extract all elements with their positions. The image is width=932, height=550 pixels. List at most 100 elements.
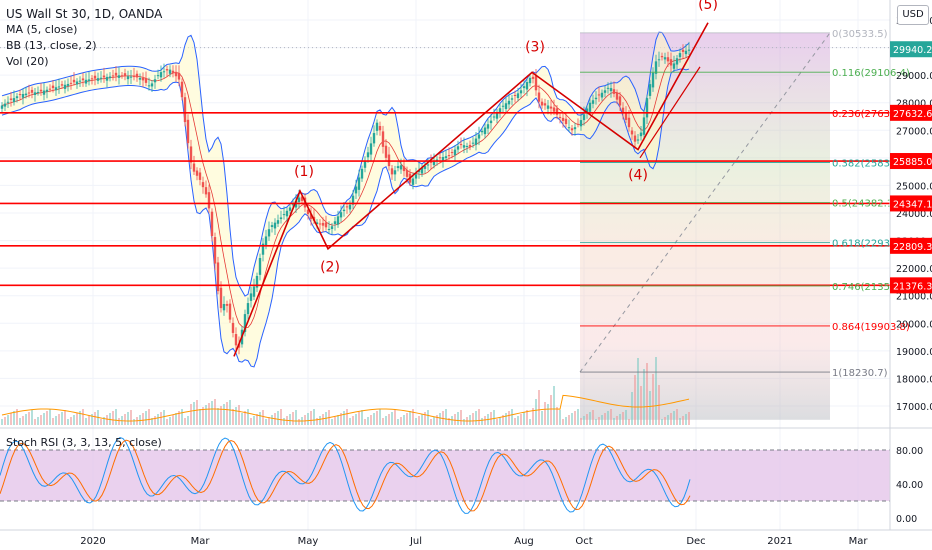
volume-bar [646,363,648,425]
volume-bar [676,409,678,425]
candle-body [681,49,685,52]
candle-body [378,126,382,131]
volume-bar [124,414,126,425]
candle-body [66,83,70,86]
candle-body [126,76,130,80]
volume-bar [634,375,636,425]
volume-bar [631,392,633,425]
stoch-rsi-label[interactable]: Stoch RSI (3, 3, 13, 5, close) [6,436,162,449]
volume-bar [163,410,165,425]
time-tick-label: Oct [575,536,592,547]
candle-body [573,127,577,130]
candle-body [594,97,598,100]
volume-bar [250,418,252,425]
candle-body [189,146,193,163]
volume-bar [538,390,540,425]
volume-bar [76,413,78,425]
volume-bar [463,419,465,425]
volume-bar [403,415,405,425]
candle-body [606,87,610,89]
volume-bar [151,418,153,425]
volume-bar [145,411,147,425]
volume-bar [388,414,390,425]
rsi-band [0,450,890,501]
volume-bar [343,411,345,425]
volume-bar [214,399,216,425]
candle-body [621,107,625,113]
candle-body [165,69,169,71]
candle-body [348,204,352,210]
volume-bar [346,409,348,425]
candle-body [384,145,388,158]
candle-body [432,161,436,166]
volume-bar [319,416,321,425]
candle-body [420,167,424,174]
wave-label: (2) [320,259,340,275]
candle-body [129,76,133,78]
volume-bar [349,418,351,425]
volume-bar [385,416,387,425]
candle-body [390,168,394,175]
candle-body [84,79,88,84]
volume-bar [421,414,423,425]
candle-body [624,112,628,120]
candle-body [57,86,61,88]
candle-body [501,105,505,107]
candle-body [684,50,688,55]
price-badge [890,41,932,58]
candle-body [315,222,319,225]
volume-bar [307,413,309,425]
currency-button[interactable]: USD [897,5,929,25]
volume-bar [361,410,363,425]
volume-bar [91,414,93,425]
volume-ma [1,394,690,422]
candle-body [411,178,415,185]
volume-bar [55,416,57,425]
candle-body [75,81,79,85]
candle-body [6,101,10,103]
volume-bar [310,411,312,425]
volume-bar [199,409,201,425]
volume-bar [670,413,672,425]
candle-body [600,92,604,98]
ma-indicator-label[interactable]: MA (5, close) [6,23,78,36]
chart-legend: US Wall St 30, 1D, OANDA MA (5, close) B… [6,6,162,70]
volume-bar [412,409,414,425]
candle-body [663,57,667,60]
candle-body [561,117,565,121]
time-tick-label: Mar [849,536,869,547]
candle-body [441,157,445,162]
price-badge-label: 25885.0 [893,157,932,168]
volume-bar [115,409,117,425]
candle-body [15,96,19,99]
bollinger-upper [1,31,690,297]
volume-bar [316,418,318,425]
volume-bar [208,403,210,425]
candle-body [510,98,514,100]
volume-bar [178,411,180,425]
candle-body [396,166,400,169]
price-badge-label: 24347.1 [893,199,932,210]
vol-indicator-label[interactable]: Vol (20) [6,55,49,68]
volume-bar [187,416,189,425]
candle-body [615,92,619,100]
volume-bar [235,407,237,425]
volume-bar [166,419,168,425]
volume-bar [586,414,588,425]
volume-bar [154,416,156,425]
volume-bar [172,415,174,425]
volume-bar [37,417,39,425]
candle-body [108,76,112,79]
candle-body [342,209,346,212]
volume-bar [535,399,537,425]
candle-body [225,303,229,306]
bb-indicator-label[interactable]: BB (13, close, 2) [6,39,97,52]
candle-body [90,78,94,80]
wave-label: (4) [628,168,648,184]
price-badge-label: 21376.3 [893,281,932,292]
candle-body [537,92,541,102]
volume-bar [340,413,342,425]
volume-bar [478,409,480,425]
volume-bar [31,410,33,425]
